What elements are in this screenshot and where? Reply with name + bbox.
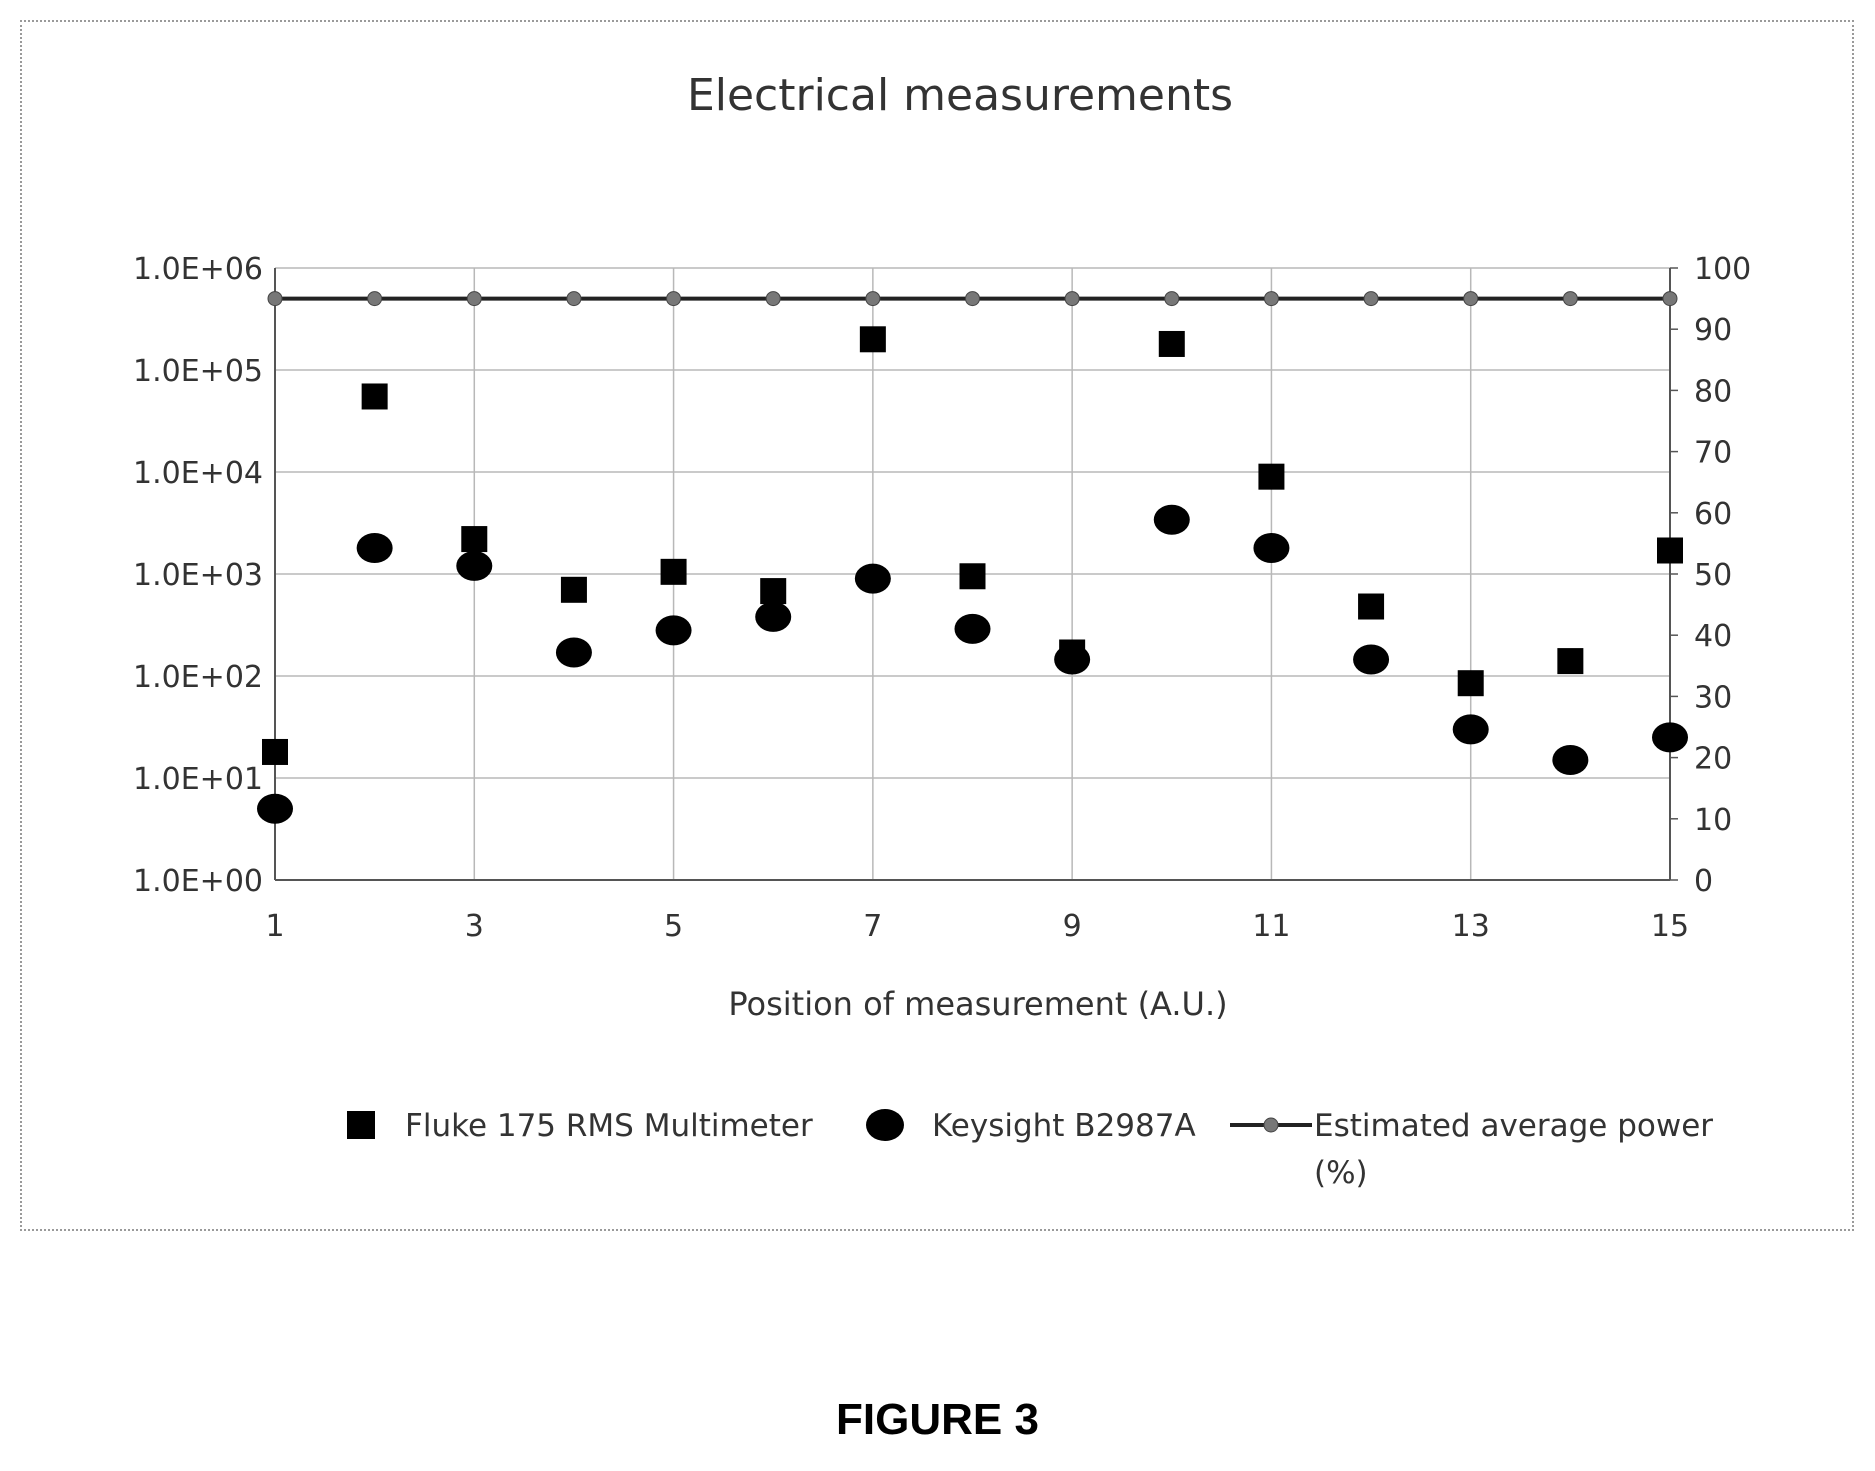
x-tick-label: 5 xyxy=(664,909,683,944)
power-point xyxy=(865,291,881,307)
fluke-point xyxy=(361,383,388,410)
y-right-tick-label: 80 xyxy=(1694,374,1732,409)
legend-label-power: Estimated average power (%) xyxy=(1314,1108,1713,1191)
data-series xyxy=(257,291,1688,824)
keysight-point xyxy=(854,563,891,594)
y-right-tick-label: 60 xyxy=(1694,497,1732,532)
fluke-point xyxy=(560,576,587,603)
y-left-tick-label: 1.0E+03 xyxy=(133,558,263,593)
power-point xyxy=(1164,291,1180,307)
keysight-point xyxy=(1552,745,1589,776)
power-point xyxy=(765,291,781,307)
fluke-point xyxy=(1557,648,1584,675)
x-tick-label: 3 xyxy=(465,909,484,944)
power-point xyxy=(1064,291,1080,307)
legend-label-power-line2: (%) xyxy=(1314,1155,1368,1191)
y-left-tick-label: 1.0E+01 xyxy=(133,762,263,797)
keysight-point xyxy=(1353,644,1390,675)
fluke-point xyxy=(262,738,288,765)
keysight-point xyxy=(555,637,592,668)
power-point xyxy=(1562,291,1578,307)
power-point xyxy=(965,291,980,307)
keysight-point xyxy=(755,601,792,632)
y-right-tick-label: 100 xyxy=(1694,252,1751,287)
y-left-tick-label: 1.0E+00 xyxy=(133,864,263,899)
axes: 1.0E+00 1.0E+01 1.0E+02 1.0E+03 1.0E+04 1.0E+… xyxy=(133,252,1751,944)
fluke-point xyxy=(859,326,886,353)
fluke-point xyxy=(760,578,787,605)
x-tick-label: 15 xyxy=(1651,909,1689,944)
y-right-tick-label: 90 xyxy=(1694,313,1732,348)
chart-title: Electrical measurements xyxy=(687,70,1233,121)
fluke-point xyxy=(660,558,687,585)
figure-caption: FIGURE 3 xyxy=(836,1395,1039,1444)
keysight-point xyxy=(1153,504,1190,535)
fluke-point xyxy=(1657,537,1683,564)
keysight-point xyxy=(1652,722,1688,753)
fluke-point xyxy=(959,563,986,590)
keysight-point xyxy=(1253,532,1290,563)
x-tick-label: 11 xyxy=(1252,909,1290,944)
y-right-tick-label: 10 xyxy=(1694,803,1732,838)
chart-frame xyxy=(20,20,1854,1231)
fluke-point xyxy=(1158,330,1185,357)
legend-square-marker xyxy=(347,1111,375,1139)
y-right-tick-label: 70 xyxy=(1694,436,1732,471)
y-right-tick-label: 50 xyxy=(1694,558,1732,593)
legend: Fluke 175 RMS Multimeter Keysight B2987A E… xyxy=(347,1108,1713,1191)
legend-label-power-line1: Estimated average power xyxy=(1314,1108,1713,1144)
fluke-point xyxy=(1258,463,1285,490)
x-tick-label: 9 xyxy=(1063,909,1082,944)
keysight-point xyxy=(456,550,493,581)
legend-dot-marker xyxy=(1263,1117,1279,1133)
series-0 xyxy=(262,326,1683,765)
keysight-point xyxy=(655,615,692,646)
power-point xyxy=(1463,291,1479,307)
y-right-tick-label: 20 xyxy=(1694,742,1732,777)
x-axis-title: Position of measurement (A.U.) xyxy=(728,985,1227,1023)
y-right-tick-label: 30 xyxy=(1694,680,1732,715)
legend-circle-marker xyxy=(866,1109,904,1141)
legend-item-power: Estimated average power (%) xyxy=(1230,1108,1713,1191)
power-point xyxy=(1263,291,1279,307)
power-point xyxy=(367,291,383,307)
legend-item-fluke: Fluke 175 RMS Multimeter xyxy=(347,1108,813,1144)
power-point xyxy=(566,291,582,307)
keysight-point xyxy=(1054,644,1091,675)
y-right-tick-label: 0 xyxy=(1694,864,1713,899)
keysight-point xyxy=(954,613,991,644)
power-point xyxy=(466,291,482,307)
series-1 xyxy=(257,504,1688,824)
fluke-point xyxy=(1457,670,1484,697)
x-tick-label: 7 xyxy=(863,909,882,944)
fluke-point xyxy=(461,526,488,553)
series-2 xyxy=(267,291,1678,307)
power-point xyxy=(666,291,682,307)
power-point xyxy=(1662,291,1678,307)
y-left-tick-label: 1.0E+05 xyxy=(133,354,263,389)
legend-label-keysight: Keysight B2987A xyxy=(932,1108,1196,1144)
y-left-tick-label: 1.0E+06 xyxy=(133,252,263,287)
y-left-tick-label: 1.0E+04 xyxy=(133,456,263,491)
y-left-tick-label: 1.0E+02 xyxy=(133,660,263,695)
y-right-tick-label: 40 xyxy=(1694,619,1732,654)
fluke-point xyxy=(1358,593,1385,620)
keysight-point xyxy=(356,532,393,563)
x-tick-label: 1 xyxy=(265,909,284,944)
legend-label-fluke: Fluke 175 RMS Multimeter xyxy=(405,1108,813,1144)
x-tick-label: 13 xyxy=(1452,909,1490,944)
power-point xyxy=(1363,291,1379,307)
power-point xyxy=(267,291,283,307)
keysight-point xyxy=(257,793,293,824)
keysight-point xyxy=(1452,714,1489,745)
legend-item-keysight: Keysight B2987A xyxy=(866,1108,1196,1144)
